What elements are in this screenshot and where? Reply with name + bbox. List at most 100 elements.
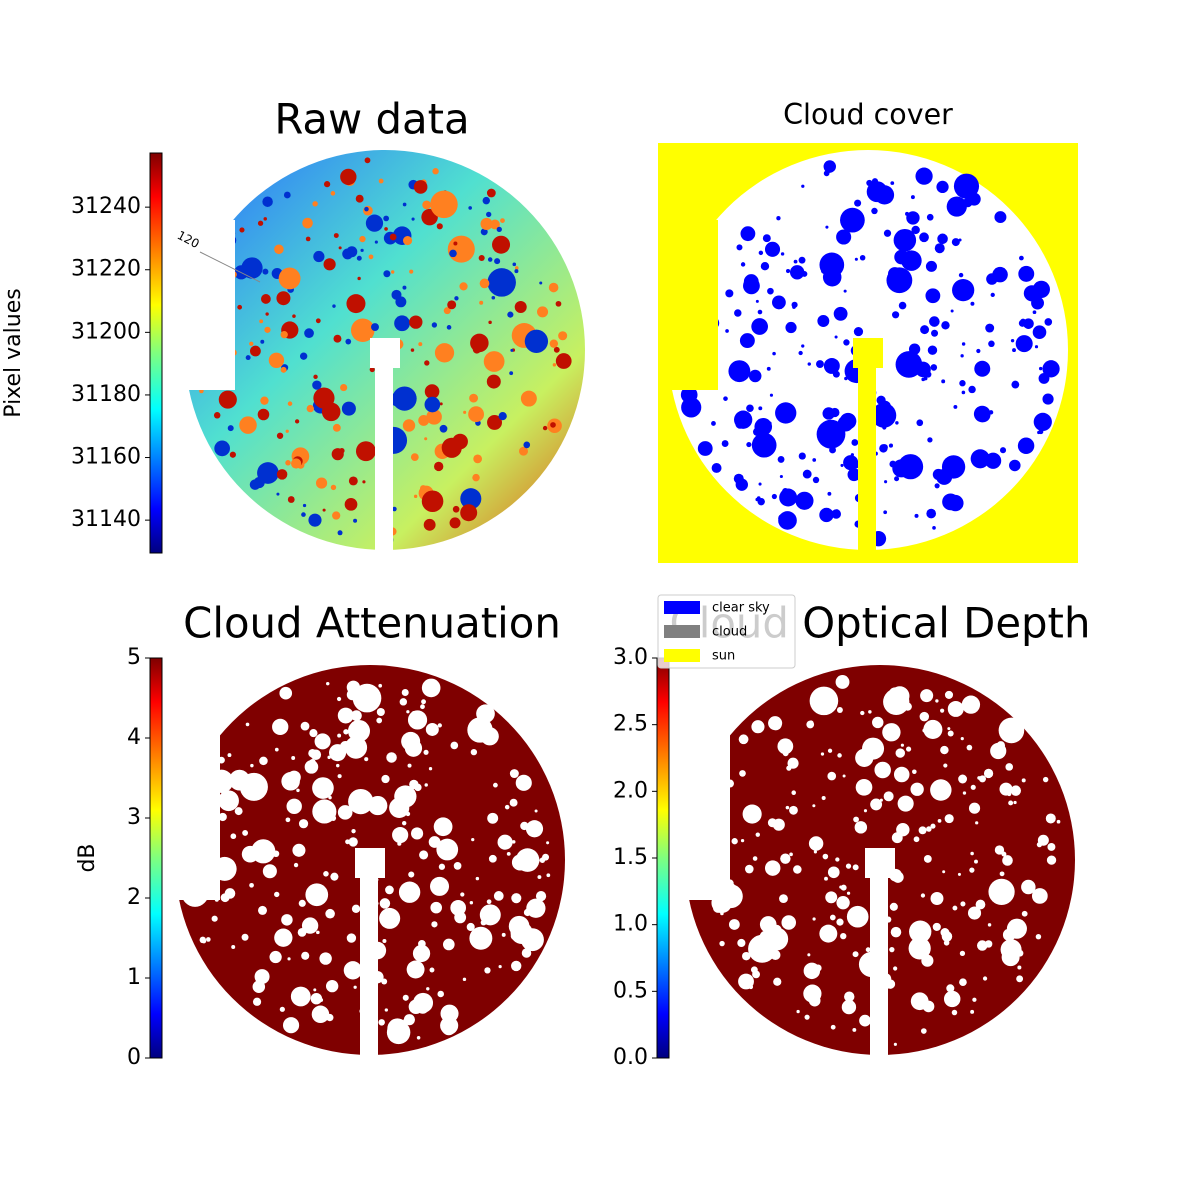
texture-blob <box>332 423 341 432</box>
texture-blob <box>1006 918 1027 939</box>
texture-blob <box>468 406 485 423</box>
texture-blob <box>280 331 288 339</box>
texture-blob <box>1012 348 1016 353</box>
texture-blob <box>894 476 900 482</box>
texture-blob <box>746 404 754 413</box>
texture-blob <box>822 407 835 420</box>
texture-blob <box>344 497 358 511</box>
texture-blob <box>453 861 462 870</box>
texture-blob <box>825 891 838 904</box>
texture-blob <box>473 454 483 464</box>
texture-blob <box>785 321 797 334</box>
texture-blob <box>364 206 369 212</box>
texture-blob <box>548 282 559 293</box>
texture-blob <box>434 343 455 363</box>
texture-blob <box>772 351 776 356</box>
texture-blob <box>542 425 548 431</box>
texture-blob <box>280 366 287 373</box>
colorbar-tick-label: 3.0 <box>613 645 648 670</box>
texture-blob <box>359 235 366 243</box>
texture-blob <box>553 346 560 353</box>
texture-blob <box>276 492 280 496</box>
texture-blob <box>519 446 528 456</box>
texture-blob <box>918 826 927 835</box>
colorbar-tick-label: 4 <box>127 725 141 750</box>
texture-blob <box>250 763 254 768</box>
texture-blob <box>378 1019 385 1026</box>
texture-blob <box>780 853 791 864</box>
texture-blob <box>770 949 781 961</box>
texture-blob <box>264 326 271 333</box>
texture-blob <box>966 744 973 751</box>
texture-blob <box>532 856 540 865</box>
texture-blob <box>936 468 953 485</box>
texture-blob <box>546 873 551 878</box>
texture-blob <box>484 967 491 974</box>
texture-blob <box>504 804 510 810</box>
texture-blob <box>1008 800 1014 806</box>
texture-blob <box>422 200 432 210</box>
texture-blob <box>357 276 361 281</box>
texture-blob <box>970 1009 975 1014</box>
texture-blob <box>752 970 760 979</box>
texture-blob <box>781 915 797 930</box>
texture-blob <box>302 217 313 229</box>
texture-blob <box>893 228 917 252</box>
texture-blob <box>434 461 444 472</box>
texture-blob <box>879 798 883 802</box>
texture-blob <box>785 805 790 810</box>
texture-blob <box>260 294 271 304</box>
texture-blob <box>429 967 435 973</box>
texture-blob <box>245 722 250 727</box>
texture-blob <box>976 348 981 354</box>
texture-blob <box>795 491 814 510</box>
texture-blob <box>889 946 895 953</box>
texture-blob <box>313 250 325 263</box>
texture-blob <box>934 483 940 489</box>
texture-blob <box>725 289 734 298</box>
texture-blob <box>888 443 894 448</box>
texture-blob <box>378 178 384 184</box>
texture-blob <box>281 914 293 926</box>
texture-blob <box>205 937 211 942</box>
texture-blob <box>360 248 364 252</box>
texture-blob <box>443 307 451 315</box>
texture-blob <box>234 807 243 816</box>
texture-blob <box>381 913 386 918</box>
texture-blob <box>755 832 760 837</box>
texture-blob <box>260 339 265 344</box>
texture-blob <box>860 710 865 716</box>
texture-blob <box>871 207 878 215</box>
texture-blob <box>906 746 912 752</box>
texture-blob <box>526 898 546 918</box>
colorbar-tick-label: 1.5 <box>613 845 648 870</box>
texture-blob <box>893 1042 897 1046</box>
texture-blob <box>930 892 944 905</box>
texture-blob <box>914 513 919 518</box>
legend-label: sun <box>712 649 735 664</box>
texture-blob <box>1002 855 1013 866</box>
texture-blob <box>454 911 467 924</box>
texture-blob <box>961 695 981 714</box>
texture-blob <box>681 397 702 418</box>
legend-label: clear sky <box>712 601 770 616</box>
texture-blob <box>911 946 917 952</box>
texture-blob <box>353 985 357 989</box>
texture-blob <box>364 757 369 762</box>
texture-blob <box>923 855 932 863</box>
texture-blob <box>479 300 484 305</box>
texture-blob <box>779 488 798 507</box>
texture-blob <box>719 940 725 947</box>
texture-blob <box>871 178 879 185</box>
panel-title: Raw data <box>274 95 469 144</box>
texture-blob <box>509 371 514 376</box>
texture-blob <box>1056 819 1061 824</box>
texture-blob <box>1023 285 1040 302</box>
texture-blob <box>835 433 844 442</box>
texture-blob <box>742 804 762 824</box>
texture-blob <box>959 950 966 956</box>
texture-blob <box>890 181 895 185</box>
texture-blob <box>268 352 285 368</box>
annotation-line <box>199 251 261 283</box>
texture-blob <box>301 917 319 934</box>
